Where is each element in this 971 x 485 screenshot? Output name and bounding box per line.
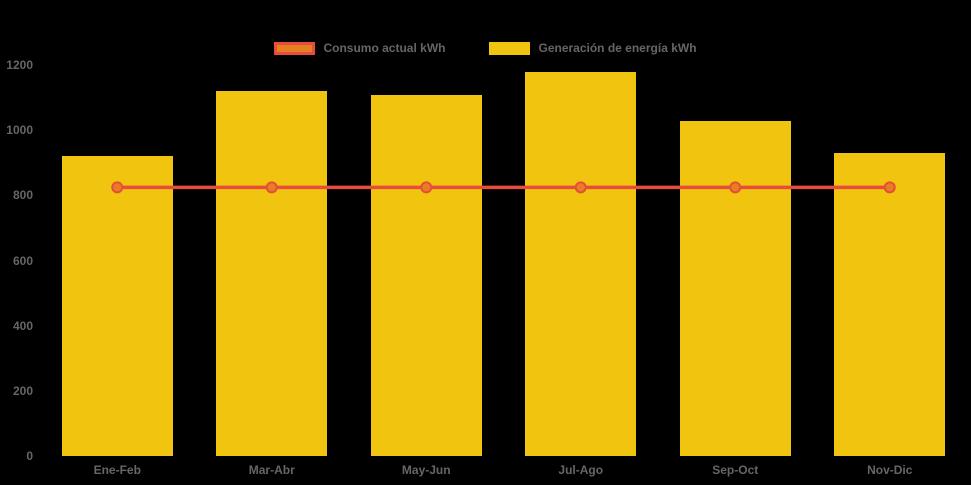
y-tick-200: 200 bbox=[12, 383, 33, 398]
x-tick-mar-abr: Mar-Abr bbox=[248, 463, 295, 477]
x-tick-nov-dic: Nov-Dic bbox=[867, 463, 913, 477]
y-tick-1200: 1200 bbox=[6, 58, 33, 73]
line-point-may-jun[interactable] bbox=[420, 181, 433, 194]
bar-jul-ago[interactable] bbox=[525, 71, 637, 456]
y-tick-400: 400 bbox=[12, 318, 33, 333]
legend-label-generacion: Generación de energía kWh bbox=[538, 41, 697, 55]
line-point-ene-feb[interactable] bbox=[111, 181, 124, 194]
y-tick-1000: 1000 bbox=[6, 123, 33, 138]
legend-label-consumo: Consumo actual kWh bbox=[323, 41, 446, 55]
x-tick-sep-oct: Sep-Oct bbox=[712, 463, 759, 477]
bar-nov-dic[interactable] bbox=[834, 153, 946, 456]
bar-may-jun[interactable] bbox=[370, 94, 482, 456]
line-point-jul-ago[interactable] bbox=[574, 181, 587, 194]
legend-swatch-line-icon bbox=[274, 41, 316, 55]
bar-ene-feb[interactable] bbox=[61, 156, 173, 456]
y-tick-0: 0 bbox=[26, 449, 33, 463]
chart-legend: Consumo actual kWh Generación de energía… bbox=[0, 41, 971, 55]
legend-item-consumo[interactable]: Consumo actual kWh bbox=[274, 41, 445, 55]
bar-sep-oct[interactable] bbox=[679, 120, 791, 456]
legend-item-generacion[interactable]: Generación de energía kWh bbox=[489, 41, 697, 55]
line-point-nov-dic[interactable] bbox=[883, 181, 896, 194]
line-point-mar-abr[interactable] bbox=[265, 181, 278, 194]
x-tick-ene-feb: Ene-Feb bbox=[93, 463, 141, 477]
x-tick-jul-ago: Jul-Ago bbox=[558, 463, 604, 477]
bar-mar-abr[interactable] bbox=[216, 91, 328, 456]
x-tick-may-jun: May-Jun bbox=[401, 463, 451, 477]
legend-swatch-bar-icon bbox=[489, 41, 531, 55]
line-point-sep-oct[interactable] bbox=[729, 181, 742, 194]
y-tick-600: 600 bbox=[12, 253, 33, 268]
y-tick-800: 800 bbox=[12, 188, 33, 203]
